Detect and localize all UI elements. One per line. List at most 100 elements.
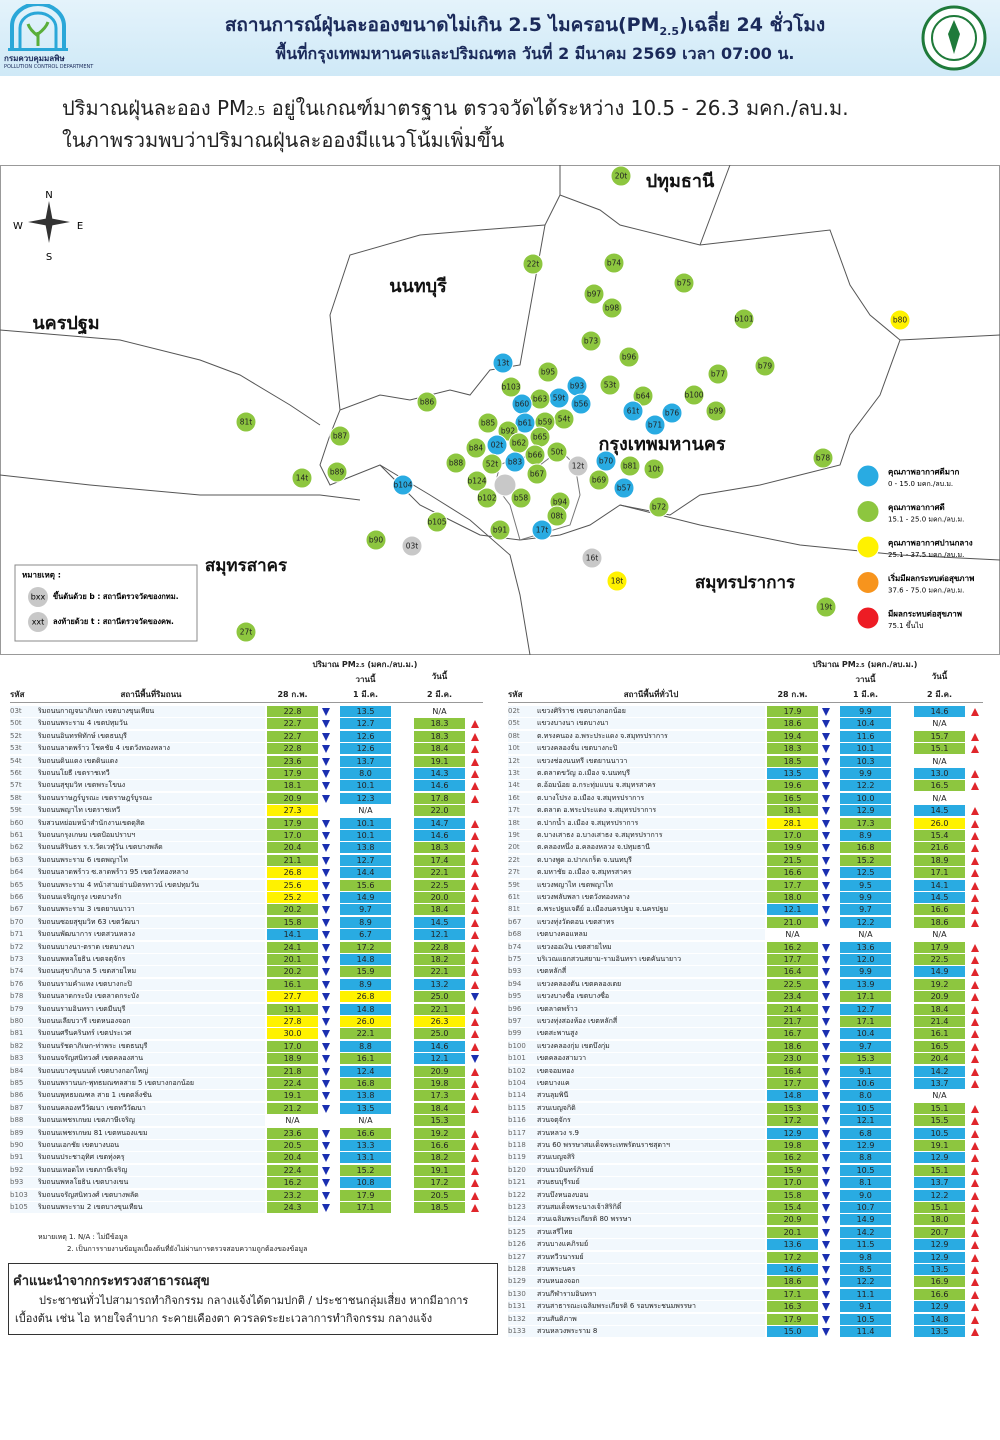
value-cell: 18.0 (767, 892, 818, 903)
arrow-up (971, 1241, 979, 1250)
arrow-up (471, 1005, 479, 1014)
value-cell: 10.5 (840, 1313, 891, 1325)
value-cell: 15.1 (914, 743, 965, 755)
station-code: 10t (508, 744, 520, 753)
arrow-down (822, 807, 830, 816)
col-header: วันนี้ (931, 672, 948, 681)
row-band (10, 892, 265, 903)
station-name: ริมถนนพุทธมณฑล สาย 1 เขตตลิ่งชัน (38, 1091, 152, 1100)
arrow-down (322, 956, 330, 964)
arrow-down (822, 1241, 830, 1250)
row-band (508, 1288, 765, 1300)
value-cell: 21.1 (267, 854, 318, 866)
arrow-down (822, 943, 830, 952)
value-cell: 15.4 (767, 1202, 818, 1213)
arrow-up (471, 980, 479, 989)
row-band (508, 830, 765, 841)
value-cell: 14.5 (914, 805, 965, 817)
station-name: ริมถนนพหลโยธิน เขตจตุจักร (38, 955, 126, 963)
station-name: ต.อ้อมน้อย อ.กระทุ่มแบน จ.สมุทรสาคร (537, 781, 656, 790)
row-band (508, 1115, 765, 1127)
station-marker (599, 374, 621, 396)
station-code: b120 (508, 1165, 526, 1174)
value-cell: 13.1 (340, 1152, 391, 1164)
station-code: b88 (10, 1116, 24, 1125)
station-code: 20t (615, 172, 628, 181)
value-cell: 22.8 (414, 941, 465, 953)
row-band (10, 991, 265, 1003)
arrow-down (822, 1005, 830, 1014)
station-code: b63 (10, 855, 24, 864)
station-name: เขตหลักสี่ (537, 967, 567, 976)
value-cell: 13.6 (840, 941, 891, 953)
row-band (10, 954, 265, 965)
station-name: สวนเฉลิมพระเกียรติ 80 พรรษา (537, 1215, 632, 1224)
value-cell: 17.9 (767, 706, 818, 717)
value-cell: 18.6 (767, 718, 818, 730)
value-cell: 14.6 (414, 830, 465, 841)
value-cell: 12.9 (914, 1251, 965, 1263)
unit-part: 2.5 (355, 663, 365, 669)
station-name: ริมถนนจรัญสนิทวงศ์ เขตบางพลัด (38, 1190, 139, 1199)
station-code: b81 (623, 462, 638, 471)
arrow-up (471, 894, 479, 902)
station-name: ริมถนนเอกชัย เขตบางบอน (38, 1141, 120, 1149)
row-band (10, 1028, 265, 1040)
arrow-up (471, 968, 479, 977)
row-band (508, 904, 765, 916)
row-band (508, 954, 765, 965)
station-marker (733, 308, 755, 330)
value-cell: 21.4 (914, 1016, 965, 1027)
arrow-up (971, 968, 979, 977)
table-note: 2. เป็นการรายงานข้อมูลเบื้องต้นที่ยังไม่… (67, 1245, 308, 1253)
value-cell: 15.3 (414, 1115, 465, 1127)
value-cell: 10.1 (340, 817, 391, 829)
value-cell: 14.8 (767, 1090, 818, 1102)
value-cell: 10.1 (340, 830, 391, 841)
station-code: b73 (10, 955, 24, 963)
value-cell: 12.1 (414, 1053, 465, 1065)
arrow-down (322, 1067, 330, 1076)
station-marker (754, 355, 776, 377)
value-cell: 12.9 (914, 1301, 965, 1313)
value-cell: 13.5 (340, 706, 391, 717)
value-cell: 11.1 (840, 1288, 891, 1300)
value-cell: 10.0 (840, 792, 891, 804)
station-code: b105 (10, 1203, 28, 1211)
col-header: วานนี้ (355, 675, 376, 684)
arrow-down (822, 1055, 830, 1064)
station-code: 52t (10, 731, 22, 740)
station-code: b69 (592, 476, 607, 485)
row-band (508, 1090, 765, 1102)
station-code: b100 (684, 391, 703, 400)
station-marker (606, 570, 628, 592)
station-marker (707, 363, 729, 385)
station-code: b122 (508, 1190, 526, 1199)
arrow-up (971, 856, 979, 865)
station-name: สวนสาธารณะเฉลิมพระเกียรติ 6 รอบพระชนมพรร… (537, 1302, 696, 1311)
value-cell: 20.4 (914, 1053, 965, 1065)
legend-range: 75.1 ขึ้นไป (888, 619, 924, 630)
col-header: วานนี้ (855, 675, 876, 684)
arrow-down (822, 1166, 830, 1175)
arrow-down (322, 1204, 330, 1212)
value-cell: 16.6 (340, 1127, 391, 1139)
value-cell: 20.5 (414, 1189, 465, 1201)
value-cell: 15.8 (767, 1189, 818, 1201)
row-band (508, 1127, 765, 1139)
station-name: ริมถนนสิรินธร ร.ร.วัดเวฬุวัน เขตบางพลัด (38, 843, 163, 852)
station-code: 19t (820, 603, 833, 612)
value-cell: 16.6 (414, 1140, 465, 1151)
station-code: 81t (240, 418, 253, 427)
value-cell: 16.2 (267, 1177, 318, 1189)
value-cell: 14.8 (340, 954, 391, 965)
station-name: สวนทวีวนารมย์ (537, 1252, 584, 1261)
station-marker (481, 453, 503, 475)
station-name: ต.มหาชัย อ.เมือง จ.สมุทรสาคร (537, 868, 632, 877)
value-cell: 19.2 (914, 978, 965, 990)
station-marker (291, 467, 313, 489)
value-cell: 14.3 (414, 768, 465, 779)
arrow-up (971, 869, 979, 878)
station-code: b75 (508, 955, 522, 963)
arrow-down (322, 1142, 330, 1150)
